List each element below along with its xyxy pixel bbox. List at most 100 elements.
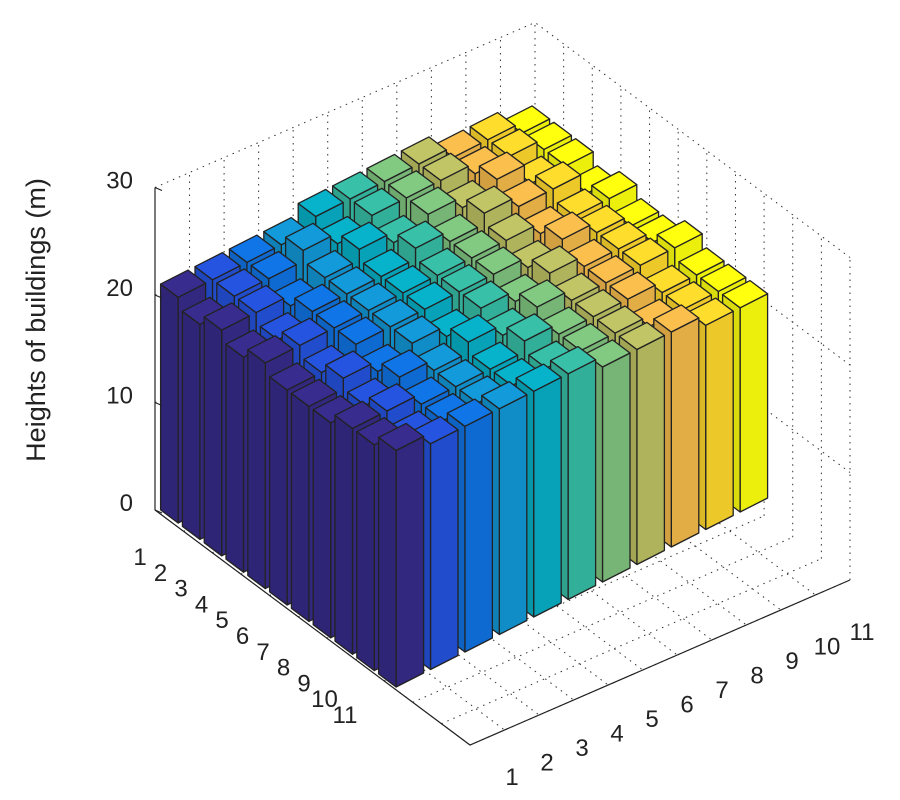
col-tick-label: 7 <box>715 677 728 704</box>
bar-front-face <box>567 359 597 601</box>
bar-top-face <box>315 300 363 329</box>
bar-top-face <box>341 221 388 250</box>
bar-top-face <box>475 246 522 275</box>
bar-top-face <box>381 349 428 378</box>
bar-top-face <box>409 186 457 215</box>
bar-top-face <box>294 283 341 313</box>
bar-top-face <box>515 363 562 392</box>
bar-side-face <box>290 392 310 623</box>
grid-line <box>412 536 793 703</box>
bar-top-face <box>159 269 207 298</box>
row-tick-label: 11 <box>333 702 358 729</box>
bar-top-face <box>353 187 401 217</box>
bar-top-face <box>331 171 379 200</box>
bar-top-face <box>491 128 538 157</box>
row-tick-label: 5 <box>215 607 228 634</box>
grid-line <box>154 21 851 258</box>
bar-top-face <box>687 297 734 326</box>
bar-top-face <box>478 151 526 180</box>
bar-side-face <box>203 316 223 557</box>
row-tick-label: 7 <box>256 639 269 666</box>
bar-top-face <box>328 266 375 295</box>
bar-top-face <box>437 358 484 388</box>
bar-front-face <box>670 317 700 548</box>
bar-top-face <box>466 185 513 214</box>
bar-top-face <box>446 398 494 427</box>
bar-side-face <box>247 349 266 590</box>
bar-top-face <box>587 255 635 284</box>
bar-front-face <box>429 429 459 671</box>
bar-top-face <box>622 237 669 266</box>
bar-top-face <box>506 313 553 342</box>
bar-side-face <box>312 409 332 639</box>
bar-top-face <box>334 400 381 430</box>
col-tick-label: 3 <box>575 735 588 762</box>
bar-top-face <box>721 279 769 309</box>
bar-side-face <box>159 283 179 524</box>
col-tick-label: 9 <box>785 648 798 675</box>
bar-top-face <box>549 345 597 375</box>
col-tick-label: 4 <box>610 721 623 748</box>
bar-top-face <box>544 211 591 240</box>
bar-top-face <box>325 350 372 379</box>
floor-axis-lines <box>154 509 851 746</box>
row-tick-label: 6 <box>236 623 249 650</box>
bar <box>377 422 425 688</box>
bar-top-face <box>487 212 535 242</box>
bar-top-face <box>618 321 666 351</box>
bar-side-face <box>356 431 375 672</box>
bar-top-face <box>469 111 516 141</box>
bar-top-face <box>377 422 425 452</box>
bar-top-face <box>540 306 588 335</box>
bar-top-face <box>596 305 644 334</box>
bar-top-face <box>216 268 263 297</box>
bar-side-face <box>377 436 397 688</box>
bar-front-face <box>601 352 631 583</box>
bar-front-face <box>636 334 666 566</box>
bar-front-face <box>739 293 769 513</box>
bar-top-face <box>450 314 497 343</box>
bar-top-face <box>284 222 332 252</box>
bar-top-face <box>440 263 488 293</box>
bar-front-face <box>705 310 734 531</box>
row-tick-label: 9 <box>297 670 310 697</box>
col-tick-label: 1 <box>505 764 518 791</box>
z-tick <box>154 186 163 192</box>
bar-top-face <box>562 322 609 352</box>
z-axis-label: Heights of buildings (m) <box>21 178 51 462</box>
bar-top-face <box>534 161 582 190</box>
col-tick-label: 8 <box>750 663 763 690</box>
col-tick-label: 10 <box>814 634 841 661</box>
bar-top-face <box>531 245 578 274</box>
bar-top-face <box>397 220 444 249</box>
grid-line <box>441 558 822 725</box>
bar-side-face <box>181 310 201 541</box>
z-tick <box>154 294 163 299</box>
bar-top-face <box>653 304 700 333</box>
bar-top-face <box>290 378 338 408</box>
row-tick-label: 4 <box>195 591 208 618</box>
bar-top-face <box>366 153 413 183</box>
bar-top-face <box>384 265 432 294</box>
col-tick-label: 2 <box>540 750 553 777</box>
bar-top-face <box>700 263 747 293</box>
row-tick-label: 8 <box>277 655 290 682</box>
bar-top-face <box>228 234 276 263</box>
bar-top-face <box>237 284 285 314</box>
bar-front-face <box>498 394 528 636</box>
bar-top-face <box>453 230 500 259</box>
bar-top-face <box>297 188 344 218</box>
z-tick-label: 10 <box>106 383 133 410</box>
bar-top-face <box>368 383 416 412</box>
grid-line <box>383 515 765 682</box>
bar-front-face <box>464 411 494 653</box>
bar-top-face <box>350 282 397 312</box>
bar-top-face <box>247 335 294 364</box>
bar-top-face <box>419 247 466 277</box>
bar-side-face <box>334 414 354 655</box>
col-tick-label: 11 <box>850 619 875 646</box>
bar-top-face <box>553 272 600 301</box>
bar-top-face <box>556 188 604 217</box>
